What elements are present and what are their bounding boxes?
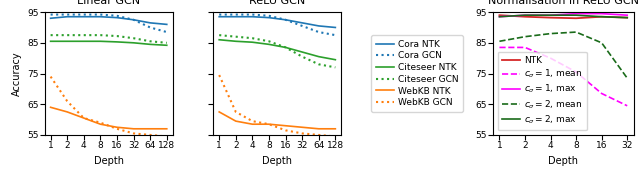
Title: Linear GCN: Linear GCN xyxy=(77,0,140,6)
Legend: NTK, $c_\sigma = 1$, mean, $c_\sigma = 1$, max, $c_\sigma = 2$, mean, $c_\sigma : NTK, $c_\sigma = 1$, mean, $c_\sigma = 1… xyxy=(497,52,587,130)
Y-axis label: Accuracy: Accuracy xyxy=(12,51,22,96)
Title: Normalisation in ReLU GCN: Normalisation in ReLU GCN xyxy=(488,0,639,6)
Legend: Cora NTK, Cora GCN, Citeseer NTK, Citeseer GCN, WebKB NTK, WebKB GCN: Cora NTK, Cora GCN, Citeseer NTK, Citese… xyxy=(371,35,463,112)
X-axis label: Depth: Depth xyxy=(262,156,292,166)
X-axis label: Depth: Depth xyxy=(548,156,579,166)
Title: ReLU GCN: ReLU GCN xyxy=(249,0,305,6)
X-axis label: Depth: Depth xyxy=(93,156,124,166)
